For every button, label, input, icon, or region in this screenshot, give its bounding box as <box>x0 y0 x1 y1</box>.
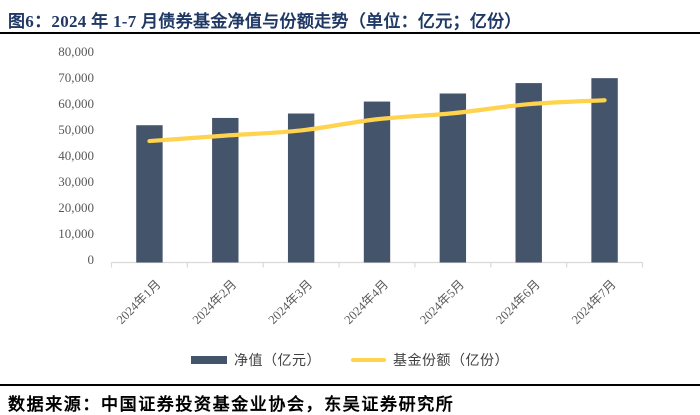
x-axis-label: 2024年4月 <box>341 277 391 327</box>
title-divider <box>0 32 700 34</box>
x-axis-label: 2024年3月 <box>266 277 316 327</box>
data-source-text: 数据来源：中国证券投资基金业协会，东吴证券研究所 <box>8 395 455 414</box>
legend-label-net-value: 净值（亿元） <box>234 354 321 369</box>
bar-2024年7月 <box>591 78 618 263</box>
y-axis-tick-label: 20,000 <box>58 200 94 215</box>
chart-legend: 净值（亿元） 基金份额（亿份） <box>0 350 700 370</box>
bar-series-swatch <box>191 356 227 364</box>
line-series-swatch <box>351 358 386 362</box>
footer-divider <box>0 384 700 386</box>
y-axis-tick-label: 0 <box>88 252 95 267</box>
data-source: 数据来源：中国证券投资基金业协会，东吴证券研究所 <box>8 390 696 415</box>
bar-2024年2月 <box>212 117 239 263</box>
x-axis-label: 2024年6月 <box>493 277 543 327</box>
y-axis-tick-label: 60,000 <box>58 96 94 111</box>
legend-label-fund-shares: 基金份额（亿份） <box>393 354 509 369</box>
x-axis-label: 2024年7月 <box>569 277 619 327</box>
legend-item-net-value: 净值（亿元） <box>191 350 321 370</box>
legend-item-fund-shares: 基金份额（亿份） <box>351 350 509 370</box>
bar-2024年6月 <box>515 83 542 263</box>
line-series <box>147 98 607 144</box>
y-axis-tick-label: 50,000 <box>58 122 94 137</box>
y-axis-tick-label: 30,000 <box>58 174 94 189</box>
bar-2024年3月 <box>287 113 315 263</box>
y-axis-tick-label: 10,000 <box>58 226 94 241</box>
bar-2024年1月 <box>136 125 163 263</box>
x-axis-label: 2024年1月 <box>114 277 164 327</box>
bar-2024年4月 <box>363 101 391 263</box>
y-axis-tick-label: 70,000 <box>58 70 94 85</box>
figure-title: 图6：2024 年 1-7 月债券基金净值与份额走势（单位：亿元；亿份） <box>8 7 696 32</box>
y-axis-tick-label: 80,000 <box>58 44 94 59</box>
combo-chart-canvas: 0 10,000 20,000 30,000 40,000 50,000 60,000 70,… <box>58 44 644 327</box>
figure-title-text: 2024 年 1-7 月债券基金净值与份额走势（单位：亿元；亿份） <box>51 12 522 31</box>
figure-number: 图6： <box>8 12 52 31</box>
x-axis-label: 2024年5月 <box>417 277 467 327</box>
y-axis-tick-label: 40,000 <box>58 148 94 163</box>
bar-2024年5月 <box>439 93 467 263</box>
x-axis-label: 2024年2月 <box>190 277 240 327</box>
